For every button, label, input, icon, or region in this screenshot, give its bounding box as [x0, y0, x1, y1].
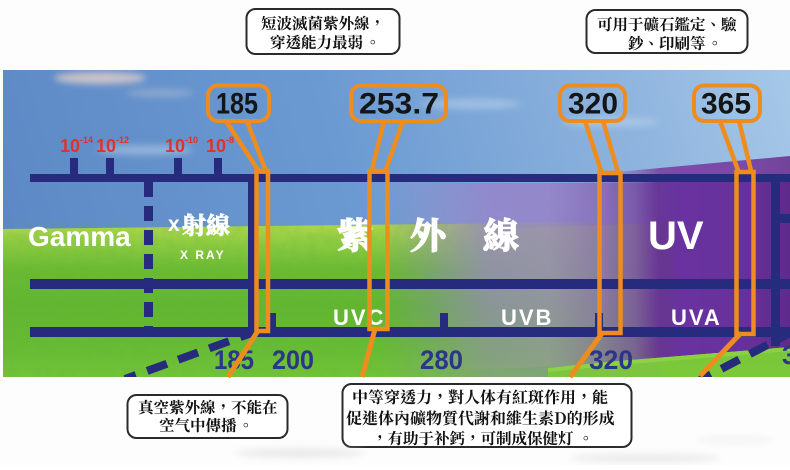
- svg-text:253.7: 253.7: [359, 88, 439, 121]
- svg-text:-14: -14: [80, 135, 93, 145]
- svg-text:UVC: UVC: [333, 305, 385, 330]
- svg-text:365: 365: [701, 88, 751, 121]
- svg-text:Gamma: Gamma: [28, 221, 131, 252]
- svg-text:10: 10: [206, 136, 226, 156]
- svg-text:UVA: UVA: [671, 305, 722, 330]
- svg-text:-12: -12: [116, 135, 129, 145]
- svg-text:UV: UV: [648, 214, 704, 258]
- svg-text:x: x: [168, 213, 180, 236]
- svg-text:320: 320: [589, 345, 633, 375]
- svg-text:320: 320: [568, 88, 618, 121]
- svg-text:3: 3: [782, 340, 790, 370]
- svg-text:10: 10: [165, 136, 185, 156]
- svg-text:185: 185: [216, 88, 258, 121]
- svg-text:-8: -8: [226, 135, 234, 145]
- svg-text:10: 10: [60, 136, 80, 156]
- svg-text:280: 280: [420, 345, 463, 375]
- svg-text:UVB: UVB: [501, 305, 553, 330]
- svg-text:10: 10: [96, 136, 116, 156]
- svg-text:X RAY: X RAY: [180, 248, 226, 262]
- svg-text:200: 200: [272, 345, 314, 375]
- svg-text:-10: -10: [185, 135, 198, 145]
